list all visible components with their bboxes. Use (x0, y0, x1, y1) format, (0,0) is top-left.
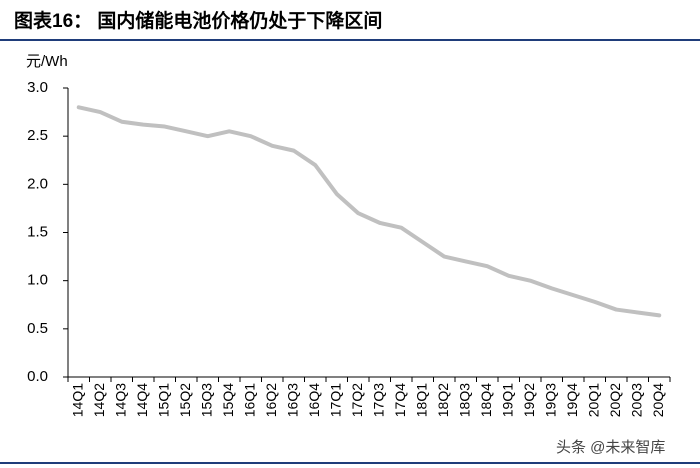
x-tick-label: 19Q4 (564, 383, 580, 417)
x-tick-label: 19Q2 (521, 383, 537, 417)
x-tick-label: 19Q1 (499, 383, 515, 417)
y-tick-label: 3.0 (27, 79, 48, 96)
x-tick-label: 15Q1 (155, 383, 171, 417)
x-tick-label: 17Q3 (370, 383, 386, 417)
x-tick-label: 20Q4 (650, 383, 666, 417)
y-tick-label: 0.0 (27, 368, 48, 385)
x-tick-label: 19Q3 (542, 383, 558, 417)
watermark: 头条 @未来智库 (556, 438, 665, 456)
x-tick-label: 16Q2 (263, 383, 279, 417)
x-tick-label: 17Q4 (392, 383, 408, 417)
y-tick-label: 1.0 (27, 272, 48, 289)
y-tick-label: 2.0 (27, 175, 48, 192)
x-tick-label: 20Q1 (585, 383, 601, 417)
x-tick-label: 16Q3 (284, 383, 300, 417)
x-tick-label: 14Q4 (134, 383, 150, 417)
x-tick-label: 15Q4 (220, 383, 236, 417)
x-tick-label: 16Q1 (241, 383, 257, 417)
x-tick-label: 15Q2 (177, 383, 193, 417)
x-tick-label: 17Q1 (327, 383, 343, 417)
x-tick-label: 14Q2 (91, 383, 107, 417)
x-tick-label: 17Q2 (349, 383, 365, 417)
x-tick-label: 14Q3 (112, 383, 128, 417)
x-tick-label: 16Q4 (306, 383, 322, 417)
x-tick-label: 15Q3 (198, 383, 214, 417)
chart-title: 图表16： 国内储能电池价格仍处于下降区间 (14, 9, 382, 32)
x-tick-label: 14Q1 (69, 383, 85, 417)
y-tick-label: 0.5 (27, 320, 48, 337)
x-tick-label: 18Q3 (456, 383, 472, 417)
y-axis-label: 元/Wh (26, 53, 68, 70)
x-tick-label: 20Q3 (628, 383, 644, 417)
x-tick-label: 18Q1 (413, 383, 429, 417)
x-tick-label: 18Q2 (435, 383, 451, 417)
price-line (76, 105, 662, 318)
y-tick-label: 1.5 (27, 223, 48, 240)
x-tick-label: 20Q2 (607, 383, 623, 417)
y-tick-label: 2.5 (27, 127, 48, 144)
x-tick-label: 18Q4 (478, 383, 494, 417)
